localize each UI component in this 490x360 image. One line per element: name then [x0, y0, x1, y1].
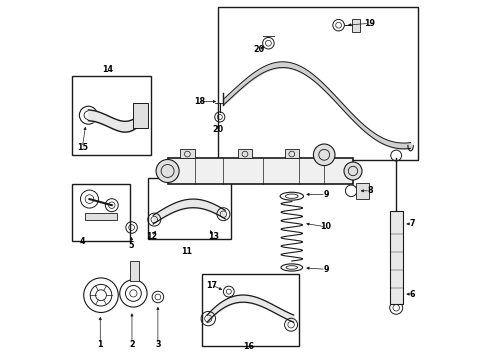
- Bar: [168, 158, 353, 184]
- Text: 7: 7: [410, 219, 415, 228]
- Text: 18: 18: [194, 97, 205, 106]
- Text: 12: 12: [147, 233, 158, 241]
- Circle shape: [156, 159, 179, 183]
- Bar: [218, 7, 418, 160]
- Text: 14: 14: [102, 65, 113, 74]
- Text: 13: 13: [208, 233, 219, 241]
- Bar: [72, 184, 130, 241]
- Text: 8: 8: [368, 186, 373, 195]
- Bar: [352, 19, 360, 32]
- Text: 19: 19: [364, 19, 375, 28]
- Text: 11: 11: [181, 247, 192, 256]
- Text: 4: 4: [79, 237, 85, 246]
- Circle shape: [314, 144, 335, 166]
- Text: 20: 20: [213, 125, 223, 134]
- Text: 9: 9: [323, 265, 329, 274]
- Bar: [72, 76, 151, 155]
- Bar: [180, 149, 195, 158]
- Bar: [133, 103, 148, 128]
- Bar: [285, 149, 299, 158]
- Text: 6: 6: [410, 289, 415, 299]
- Text: 10: 10: [320, 222, 332, 231]
- Bar: [148, 178, 231, 239]
- Bar: [390, 211, 403, 304]
- Bar: [238, 149, 252, 158]
- Bar: [85, 213, 117, 220]
- Text: 1: 1: [98, 341, 103, 349]
- Bar: [130, 261, 139, 281]
- Bar: [202, 274, 299, 346]
- Circle shape: [344, 162, 362, 180]
- Bar: [356, 183, 369, 199]
- Text: 5: 5: [129, 241, 134, 250]
- Text: 16: 16: [243, 342, 254, 351]
- Text: 9: 9: [323, 190, 329, 199]
- Text: 3: 3: [155, 341, 161, 349]
- Text: 15: 15: [77, 143, 88, 152]
- Text: 20: 20: [253, 45, 264, 54]
- Text: 2: 2: [129, 341, 135, 349]
- Text: 17: 17: [206, 281, 218, 289]
